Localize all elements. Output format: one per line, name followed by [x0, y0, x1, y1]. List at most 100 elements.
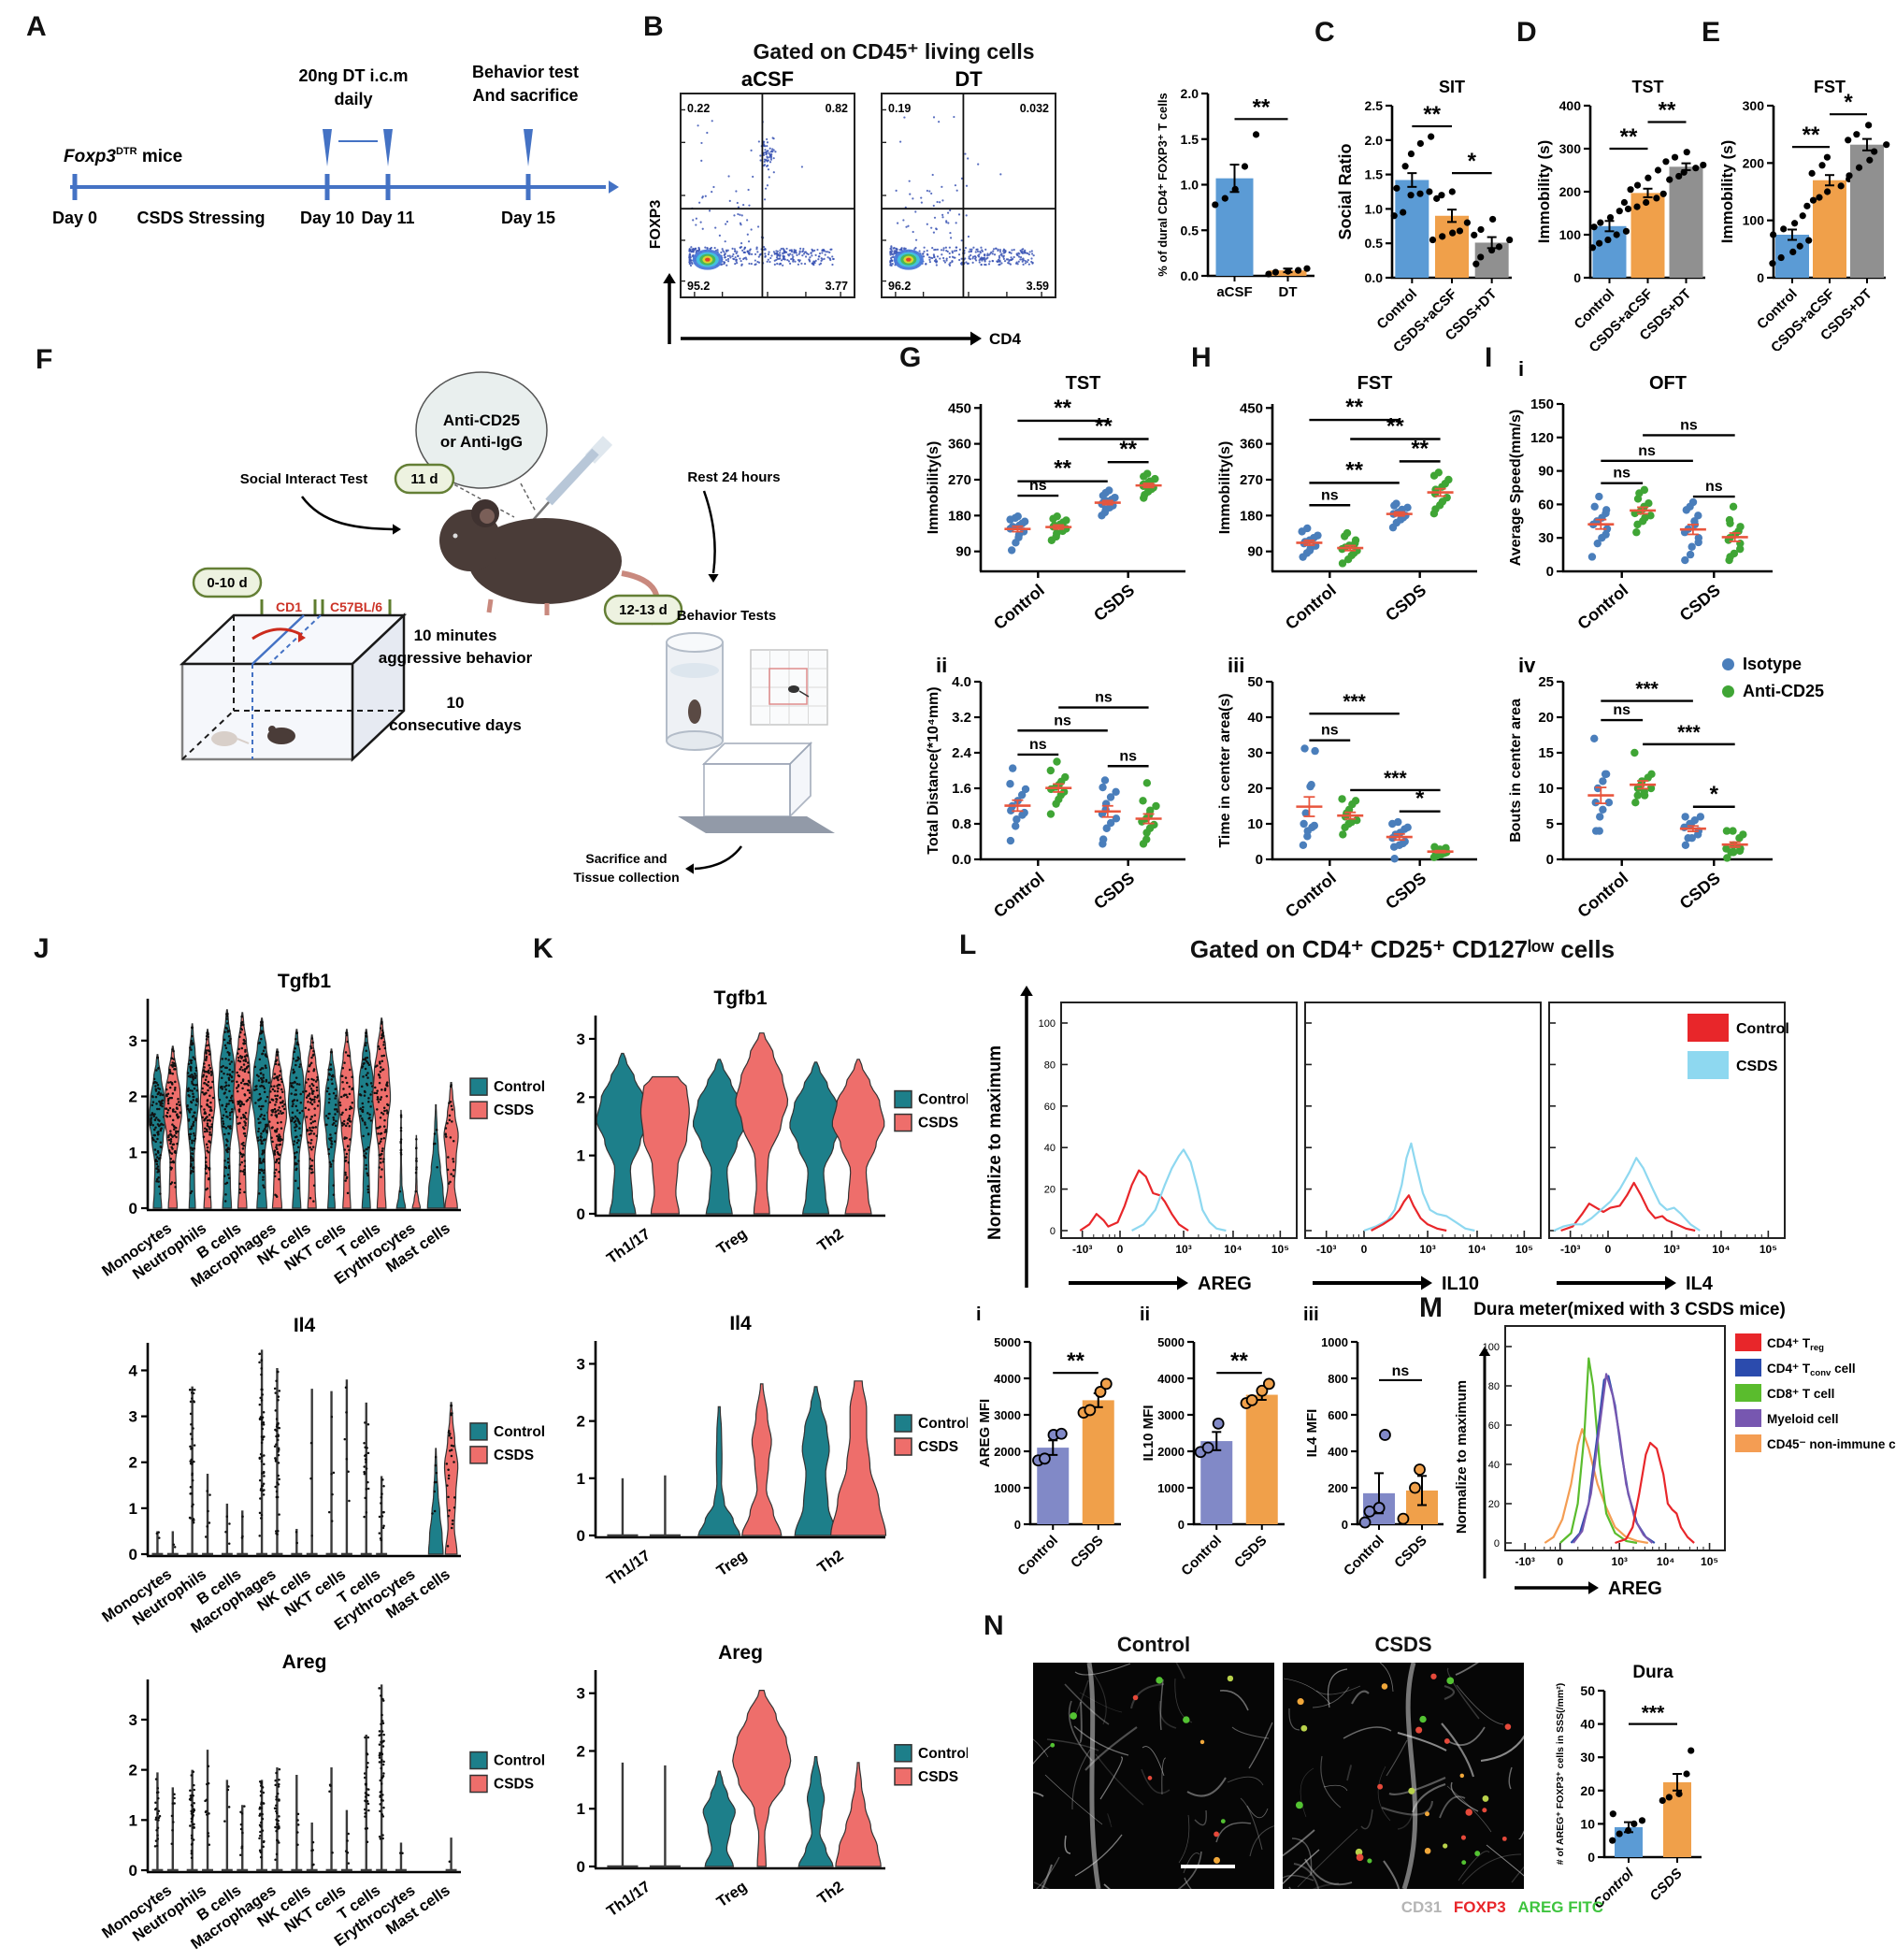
svg-text:Control: Control	[494, 1753, 545, 1769]
svg-text:Control: Control	[494, 1079, 545, 1095]
svg-text:60: 60	[1538, 497, 1554, 512]
svg-text:-10³: -10³	[1560, 1243, 1580, 1256]
svg-text:200: 200	[1743, 155, 1765, 170]
svg-text:Treg: Treg	[713, 1226, 750, 1259]
svg-text:**: **	[1411, 436, 1429, 461]
bar-chart: 0.0 0.5 1.0 1.5 2.0 % of dural CD4⁺ FOXP3⁺ T …	[1156, 86, 1314, 300]
svg-text:300: 300	[1743, 98, 1765, 113]
violin-plot: 0 1 2 3 Areg Th1/17 Treg Th2 Control CSDS	[577, 1642, 970, 1920]
svg-text:270: 270	[948, 472, 971, 488]
panel-m-label: M	[1419, 1292, 1443, 1323]
svg-text:CSDS: CSDS	[1391, 1533, 1429, 1571]
panel-h-label: H	[1191, 342, 1212, 373]
svg-text:Control: Control	[1341, 1533, 1387, 1579]
svg-text:IL10: IL10	[1442, 1274, 1479, 1294]
timeline: Foxp3DTR mice 20ng DT i.c.m daily Behavior …	[52, 63, 619, 227]
svg-text:10³: 10³	[1175, 1243, 1191, 1256]
svg-text:1: 1	[129, 1811, 137, 1829]
panel-b-flow-plots: aCSF 0.22 0.82 95.2 3.77 DT 0.19 0.032 96.2 3.59 F…	[645, 65, 1141, 360]
svg-text:0: 0	[1117, 1243, 1124, 1256]
svg-text:30: 30	[1538, 530, 1554, 546]
svg-text:# of AREG⁺ FOXP3⁺ cells in SSS: # of AREG⁺ FOXP3⁺ cells in SSS(/mm²)	[1555, 1683, 1566, 1866]
micrograph	[1257, 1635, 1570, 1944]
svg-text:450: 450	[948, 400, 971, 416]
svg-text:Treg: Treg	[713, 1879, 750, 1911]
svg-text:60: 60	[1488, 1420, 1500, 1432]
svg-text:**: **	[1803, 122, 1820, 148]
svg-text:Social Interact Test: Social Interact Test	[240, 471, 367, 487]
svg-text:Immobility(s): Immobility(s)	[1217, 441, 1233, 535]
svg-text:95.2: 95.2	[687, 280, 710, 293]
svg-text:100: 100	[1483, 1342, 1500, 1353]
svg-text:Normalize to maximum: Normalize to maximum	[1454, 1380, 1470, 1534]
svg-text:0: 0	[577, 1527, 585, 1545]
svg-text:0.82: 0.82	[826, 102, 848, 115]
isotype-dot-icon	[1722, 658, 1734, 670]
svg-text:10: 10	[1247, 816, 1263, 832]
areg-fitc-stain-label: AREG FITC	[1517, 1898, 1603, 1916]
svg-text:50: 50	[1580, 1683, 1595, 1698]
panel-j-label: J	[34, 933, 50, 964]
panel-f-label: F	[36, 344, 53, 375]
svg-text:iii: iii	[1303, 1304, 1319, 1325]
svg-text:ns: ns	[1392, 1363, 1410, 1379]
svg-text:DT: DT	[1279, 284, 1298, 300]
svg-text:2: 2	[577, 1413, 585, 1431]
svg-text:Normalize to maximum: Normalize to maximum	[985, 1045, 1005, 1240]
panel-l-il10-mfi-bar: 0 1000 2000 3000 4000 5000 IL10 MFI ii Control CS…	[1136, 1300, 1290, 1604]
svg-text:3: 3	[129, 1032, 137, 1050]
svg-text:0.5: 0.5	[1365, 236, 1384, 251]
panel-g-tst-dotplot: 90 180 270 360 450 Immobility(s) TST Control CSD…	[912, 353, 1197, 653]
svg-text:10³: 10³	[1663, 1243, 1679, 1256]
panel-l-flow-histograms: Normalize to maximum 0 20 40 60 80 100 -10³ 0 10³…	[972, 974, 1893, 1306]
svg-text:20: 20	[1580, 1783, 1595, 1798]
svg-text:10⁵: 10⁵	[1271, 1243, 1289, 1256]
svg-text:CSDS: CSDS	[1090, 581, 1138, 625]
svg-text:4000: 4000	[1157, 1372, 1185, 1386]
svg-text:0: 0	[1361, 1243, 1368, 1256]
svg-text:FST: FST	[1357, 373, 1393, 394]
svg-text:0: 0	[1494, 1538, 1500, 1549]
violin-plot: 0 1 2 3 Tgfb1 Th1/17 Treg Th2 Control CSDS	[577, 987, 970, 1267]
svg-text:2.4: 2.4	[952, 745, 972, 761]
dot-plot: 90 180 270 360 450 Immobility(s) FST Control CSD…	[1217, 373, 1477, 633]
svg-text:2000: 2000	[994, 1445, 1021, 1459]
svg-text:0: 0	[1587, 1850, 1595, 1865]
svg-text:Control: Control	[918, 1746, 968, 1762]
svg-text:10: 10	[1580, 1816, 1595, 1831]
svg-text:Control: Control	[1178, 1533, 1225, 1579]
panel-b-bar-chart: 0.0 0.5 1.0 1.5 2.0 % of dural CD4⁺ FOXP3⁺ T …	[1152, 49, 1320, 339]
svg-text:2: 2	[577, 1088, 585, 1106]
svg-text:4.0: 4.0	[952, 674, 971, 690]
svg-text:2: 2	[129, 1762, 137, 1780]
svg-text:SIT: SIT	[1439, 78, 1465, 96]
panel-k-label: K	[533, 933, 553, 964]
svg-text:Dura: Dura	[1632, 1663, 1673, 1682]
svg-text:iii: iii	[1228, 654, 1244, 677]
svg-text:Th2: Th2	[814, 1879, 846, 1909]
svg-text:**: **	[1253, 94, 1271, 120]
svg-text:Th1/17: Th1/17	[604, 1548, 654, 1590]
svg-text:1: 1	[129, 1500, 137, 1518]
panel-n-csds-title: CSDS	[1374, 1633, 1432, 1656]
svg-text:**: **	[1620, 124, 1638, 150]
dot-plot: 0 10 20 30 40 50 Time in center area(s) iii Cont…	[1217, 654, 1477, 921]
isotype-anticd25-legend: Isotype Anti-CD25	[1722, 655, 1824, 709]
svg-text:aCSF: aCSF	[1216, 284, 1252, 300]
panel-d-tst-bar-chart: 0 100 200 300 400 Immobility (s) TST Control CSD…	[1529, 51, 1711, 356]
svg-text:0: 0	[1546, 852, 1554, 868]
bar-chart: 0 1000 2000 3000 4000 5000 AREG MFI i Control CSD…	[976, 1304, 1121, 1579]
svg-text:270: 270	[1240, 472, 1263, 488]
svg-text:CD45⁻ non-immune cell: CD45⁻ non-immune cell	[1767, 1437, 1896, 1451]
svg-text:Foxp3DTR mice: Foxp3DTR mice	[64, 146, 182, 166]
svg-text:CSDS: CSDS	[494, 1777, 534, 1793]
svg-text:OFT: OFT	[1649, 373, 1687, 394]
svg-text:0.22: 0.22	[687, 102, 710, 115]
svg-text:Dura meter(mixed with 3 CSDS m: Dura meter(mixed with 3 CSDS mice)	[1473, 1300, 1786, 1319]
svg-text:10³: 10³	[1419, 1243, 1435, 1256]
svg-text:10: 10	[1538, 781, 1554, 797]
svg-text:1: 1	[577, 1470, 585, 1488]
